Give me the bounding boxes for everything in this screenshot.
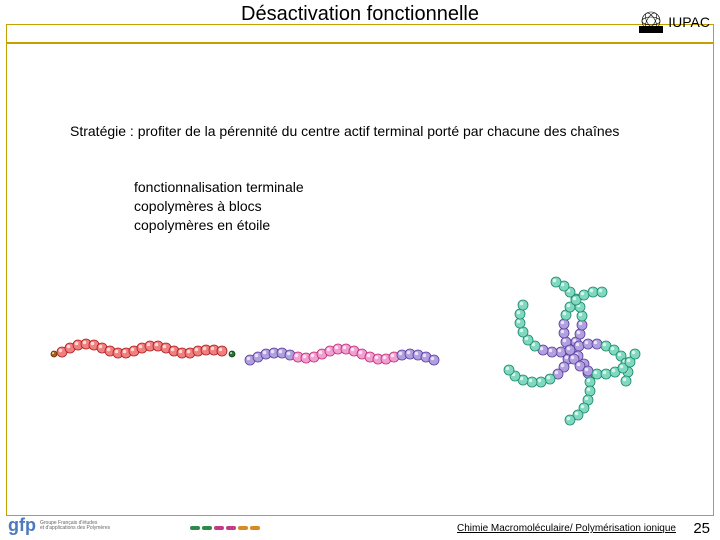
strategy-text: Stratégie : profiter de la pérennité du … bbox=[70, 122, 680, 140]
list-item: copolymères en étoile bbox=[134, 216, 304, 235]
footer-left-logo: gfp Groupe Français d'études et d'applic… bbox=[8, 515, 110, 536]
gfp-logo-icon: gfp bbox=[8, 515, 36, 536]
footer-dashes-icon bbox=[190, 526, 260, 530]
sub-list: fonctionnalisation terminale copolymères… bbox=[134, 178, 304, 235]
iupac-block: IUPAC bbox=[638, 10, 710, 34]
footer-caption: Chimie Macromoléculaire/ Polymérisation … bbox=[457, 523, 676, 534]
title-underline bbox=[6, 42, 714, 44]
slide-title: Désactivation fonctionnelle bbox=[241, 3, 479, 26]
list-item: fonctionnalisation terminale bbox=[134, 178, 304, 197]
iupac-label: IUPAC bbox=[668, 14, 710, 30]
polymer-diagrams bbox=[40, 260, 700, 470]
iupac-logo-icon bbox=[638, 10, 664, 34]
list-item: copolymères à blocs bbox=[134, 197, 304, 216]
gfp-subtitle: et d'applications des Polymères bbox=[40, 526, 110, 531]
page-number: 25 bbox=[693, 520, 710, 537]
